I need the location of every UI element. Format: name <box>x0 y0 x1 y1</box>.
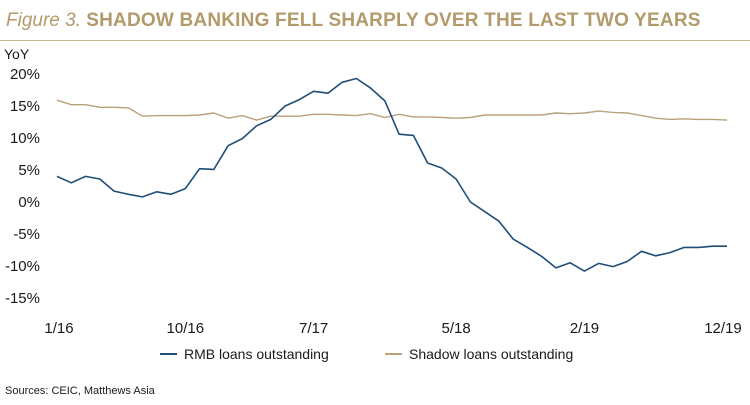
legend-item-shadow: Shadow loans outstanding <box>385 346 573 362</box>
legend-swatch-rmb <box>160 353 177 355</box>
y-axis-label: YoY <box>4 46 30 62</box>
title-divider <box>0 40 750 41</box>
x-tick-label: 10/16 <box>167 320 205 337</box>
x-tick-label: 7/17 <box>299 320 328 337</box>
legend-label-rmb: RMB loans outstanding <box>184 346 329 362</box>
legend-item-rmb: RMB loans outstanding <box>160 346 329 362</box>
x-tick-label: 2/19 <box>570 320 599 337</box>
y-tick-label: -5% <box>13 226 40 243</box>
y-tick-label: -10% <box>5 258 40 275</box>
chart-title-text: SHADOW BANKING FELL SHARPLY OVER THE LAS… <box>86 10 701 31</box>
x-axis-ticks: 1/16 10/16 7/17 5/18 2/19 12/19 <box>44 320 741 337</box>
source-note: Sources: CEIC, Matthews Asia <box>5 385 155 397</box>
y-axis-ticks: 20% 15% 10% 5% 0% -5% -10% -15% <box>5 66 40 307</box>
legend-label-shadow: Shadow loans outstanding <box>409 346 574 362</box>
legend-swatch-shadow <box>385 353 402 355</box>
chart-title: Figure 3. SHADOW BANKING FELL SHARPLY OV… <box>6 10 701 32</box>
y-tick-label: 0% <box>18 194 40 211</box>
y-tick-label: 5% <box>18 162 40 179</box>
x-tick-label: 12/19 <box>704 320 742 337</box>
x-tick-label: 1/16 <box>44 320 73 337</box>
y-tick-label: 15% <box>10 98 40 115</box>
series-line-rmb <box>56 77 727 272</box>
x-tick-label: 5/18 <box>442 320 471 337</box>
y-tick-label: 20% <box>10 66 40 83</box>
y-tick-label: -15% <box>5 290 40 307</box>
figure-label: Figure 3. <box>6 10 81 31</box>
series-lines <box>56 77 728 272</box>
legend: RMB loans outstanding Shadow loans outst… <box>0 346 750 368</box>
y-tick-label: 10% <box>10 130 40 147</box>
